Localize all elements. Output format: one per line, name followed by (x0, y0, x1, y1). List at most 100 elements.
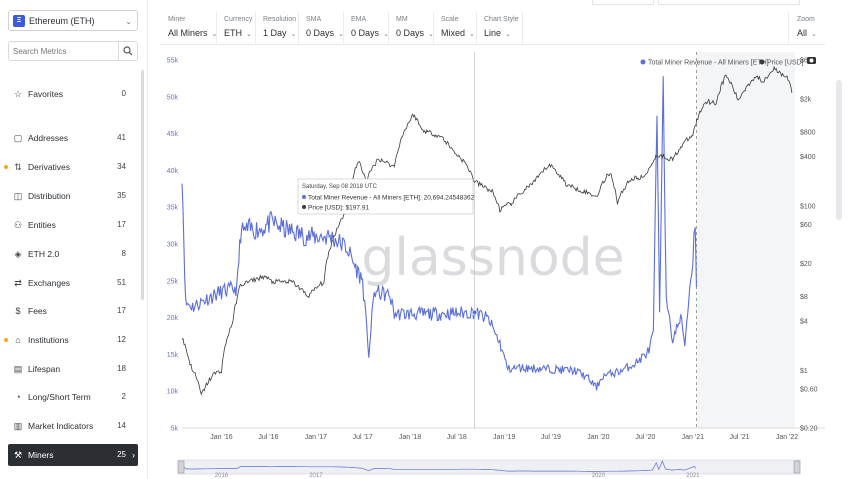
sidebar-item-fees[interactable]: $ Fees 17 (0, 300, 140, 322)
chevron-down-icon: ⌄ (211, 31, 218, 38)
asset-name: Ethereum (ETH) (29, 16, 95, 26)
toolbar-chart-style-select[interactable]: Chart Style Line ⌄ (476, 12, 523, 43)
lifespan-icon: ▤ (13, 364, 23, 374)
toolbar-ema-select[interactable]: EMA 0 Days ⌄ (343, 12, 389, 43)
chevron-right-icon: › (132, 450, 135, 460)
toolbar-label: EMA (351, 16, 367, 23)
toolbar-value: ETH ⌄ (224, 28, 252, 38)
sidebar-item-label: Derivatives (28, 162, 71, 172)
toolbar-value: 0 Days ⌄ (306, 28, 344, 38)
toolbar-sma-select[interactable]: SMA 0 Days ⌄ (298, 12, 344, 43)
right-axis-tick-label: $8 (800, 294, 808, 301)
right-axis-tick-label: $800 (800, 129, 816, 136)
sidebar-item-entities[interactable]: ⚇ Entities 17 (0, 214, 140, 236)
tooltip-price-row: Price [USD]: $197.91 (308, 205, 369, 212)
left-axis-tick-label: 15k (167, 352, 179, 359)
sidebar-item-institutions[interactable]: ⌂ Institutions 12 (0, 329, 140, 351)
right-axis-tick-label: $4 (800, 319, 808, 326)
search-button[interactable] (118, 42, 137, 60)
search-input[interactable] (13, 44, 113, 58)
sidebar-item-label: Lifespan (28, 364, 61, 374)
metric-count-badge: 17 (117, 306, 126, 315)
chevron-down-icon: ⌄ (290, 31, 297, 38)
camera-lens (809, 58, 814, 63)
sidebar-item-label: Addresses (28, 133, 69, 143)
sidebar-item-label: Exchanges (28, 278, 71, 288)
asset-selector[interactable]: Ξ Ethereum (ETH) ⌄ (8, 10, 138, 31)
shaded-region (696, 52, 795, 428)
sidebar-item-eth2[interactable]: ◈ ETH 2.0 8 (0, 243, 140, 265)
ethereum-logo-icon: Ξ (13, 15, 25, 27)
metric-count-badge: 17 (117, 220, 126, 229)
navigator-label: 2021 (686, 473, 700, 479)
sidebar-item-distribution[interactable]: ◫ Distribution 35 (0, 185, 140, 207)
sidebar-scrollbar[interactable] (141, 70, 144, 300)
navigator-label: 2020 (592, 473, 606, 479)
sidebar-item-label: Entities (28, 220, 56, 230)
sidebar-item-label: Long/Short Term (28, 392, 91, 402)
sidebar-item-miners[interactable]: ⚒ Miners 25 › (8, 444, 138, 466)
metric-count-badge: 18 (117, 364, 126, 373)
chevron-down-icon: ⌄ (383, 31, 389, 38)
series-line-price-usd (181, 65, 793, 396)
left-axis-tick-label: 10k (167, 389, 179, 396)
sidebar-item-lifespan[interactable]: ▤ Lifespan 18 (0, 358, 140, 380)
toolbar-resolution-select[interactable]: Resolution 1 Day ⌄ (255, 12, 299, 43)
right-axis-tick-label: $2k (800, 97, 812, 104)
x-axis-tick-label: Jan '16 (210, 434, 232, 441)
right-axis-tick-label: $1 (800, 368, 808, 375)
sidebar-item-long-short-term[interactable]: ◔ Long/Short Term 2 (0, 386, 140, 408)
x-axis-tick-label: Jan '20 (587, 434, 609, 441)
toolbar-label: MM (396, 16, 408, 23)
series-line-total-miner-revenue (181, 76, 697, 391)
tooltip-date: Saturday, Sep 08 2018 UTC (302, 184, 378, 190)
sidebar-item-label: ETH 2.0 (28, 249, 60, 259)
sidebar-item-exchanges[interactable]: ⇄ Exchanges 51 (0, 272, 140, 294)
page-scrollbar[interactable] (836, 80, 842, 220)
toolbar-mm-select[interactable]: MM 0 Days ⌄ (388, 12, 434, 43)
chart-toolbar: Miner All Miners ⌄ Currency ETH ⌄ Resolution 1 … (160, 12, 825, 45)
metric-count-badge: 41 (117, 133, 126, 142)
right-axis-tick-label: $20 (800, 261, 812, 268)
legend-swatch-price (759, 59, 765, 65)
range-navigator[interactable] (177, 459, 801, 475)
x-axis-tick-label: Jan '18 (399, 434, 421, 441)
addresses-icon: ▢ (13, 133, 23, 143)
search-icon (123, 46, 133, 56)
left-axis-tick-label: 40k (167, 168, 179, 175)
sidebar-item-addresses[interactable]: ▢ Addresses 41 (0, 127, 140, 149)
eth2-icon: ◈ (14, 249, 22, 259)
distribution-icon: ◫ (13, 191, 23, 201)
sidebar-item-label: Institutions (28, 335, 69, 345)
left-axis-tick-label: 30k (167, 242, 179, 249)
chevron-down-icon: ⌄ (469, 31, 475, 38)
sidebar-item-star[interactable]: ☆ Favorites 0 (0, 83, 140, 105)
x-axis-tick-label: Jul '16 (258, 434, 278, 441)
sidebar: Ξ Ethereum (ETH) ⌄ ☆ Favorites 0 ▢ Addresses… (0, 0, 148, 479)
navigator-handle-right[interactable] (793, 460, 801, 474)
institutions-icon: ⌂ (15, 335, 21, 345)
sidebar-item-label: Distribution (28, 191, 71, 201)
metric-count-badge: 2 (121, 392, 126, 401)
toolbar-label: Currency (224, 16, 253, 23)
top-tab-right[interactable] (658, 0, 800, 5)
toolbar-currency-select[interactable]: Currency ETH ⌄ (216, 12, 256, 43)
chevron-down-icon: ⌄ (811, 31, 817, 38)
chevron-down-icon: ⌄ (428, 31, 434, 38)
miners-icon: ⚒ (13, 450, 23, 460)
sidebar-item-market-indicators[interactable]: ▥ Market Indicators 14 (0, 415, 140, 437)
toolbar-zoom-select[interactable]: Zoom All ⌄ (788, 12, 826, 43)
top-tab-left[interactable] (592, 0, 654, 5)
right-axis-tick-label: $60 (800, 222, 812, 229)
toolbar-label: Miner (168, 16, 186, 23)
toolbar-scale-select[interactable]: Scale Mixed ⌄ (433, 12, 477, 43)
sidebar-item-derivatives[interactable]: ⇅ Derivatives 34 (0, 156, 140, 178)
toolbar-miner-select[interactable]: Miner All Miners ⌄ (160, 12, 217, 43)
x-axis-tick-label: Jan '21 (682, 434, 704, 441)
metric-count-badge: 35 (117, 191, 126, 200)
navigator-handle-left[interactable] (177, 460, 185, 474)
x-axis-tick-label: Jan '17 (305, 434, 327, 441)
toolbar-value: 0 Days ⌄ (351, 28, 389, 38)
left-axis-tick-label: 35k (167, 205, 179, 212)
